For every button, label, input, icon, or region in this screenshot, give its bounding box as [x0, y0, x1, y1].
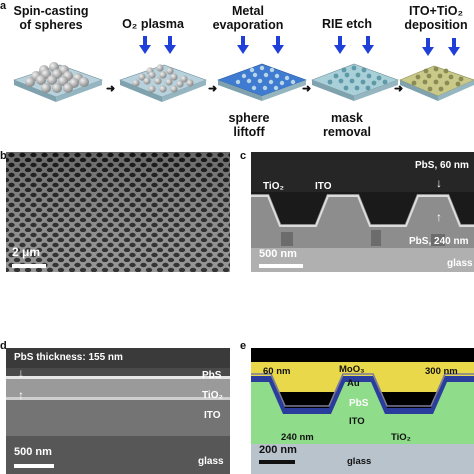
panel-d-ito-label: ITO	[204, 410, 221, 421]
hole-array	[6, 152, 230, 272]
panel-c-glass-label: glass	[447, 258, 473, 269]
panel-d-letter: d	[0, 340, 7, 352]
panel-c-sem: PbS, 60 nm TiO₂ ITO ↓ ↑ PbS, 240 nm glas…	[251, 152, 474, 272]
panel-e-glass-label: glass	[347, 456, 372, 467]
panel-e-pbs-label: PbS	[349, 398, 369, 409]
panel-d-pbs-label: PbS	[202, 370, 222, 381]
step-5-label: ITO+TiO₂ deposition	[404, 4, 468, 32]
panel-b-letter: b	[0, 150, 7, 162]
panel-d-arrow-up: ↑	[18, 388, 24, 402]
block-rie	[311, 36, 399, 101]
panel-e-scale-bar	[259, 460, 295, 464]
cross-section-c	[251, 152, 474, 272]
panel-c-arrow-down: ↓	[436, 176, 442, 190]
panel-d-scale-label: 500 nm	[14, 446, 52, 458]
panel-e-300nm-label: 300 nm	[425, 366, 458, 377]
panel-c-tio2-label: TiO₂	[263, 181, 284, 192]
panel-e-au-label: Au	[347, 378, 360, 389]
panel-a-letter: a	[0, 0, 7, 12]
panel-c-pbs240-label: PbS, 240 nm	[409, 236, 469, 247]
step-2-label: O₂ plasma	[122, 17, 184, 31]
panel-e-letter: e	[240, 340, 247, 352]
block-spin-cast	[13, 62, 103, 102]
panel-e-60nm-label: 60 nm	[263, 366, 291, 377]
svg-text:➜: ➜	[394, 83, 403, 95]
panel-e-scale-label: 200 nm	[259, 444, 297, 456]
sub-step-liftoff-label: sphere liftoff	[228, 111, 270, 139]
panel-e-moo3-label: MoO₃	[339, 364, 365, 375]
panel-b-scale-label: 2 μm	[12, 245, 41, 259]
device-schematic	[251, 348, 474, 474]
block-metal	[217, 36, 307, 101]
sub-step-mask-label: mask removal	[323, 111, 371, 139]
svg-text:➜: ➜	[208, 83, 217, 95]
svg-text:➜: ➜	[302, 83, 311, 95]
panel-b-scale-bar	[12, 264, 46, 268]
panel-e-ito-label: ITO	[349, 416, 365, 427]
panel-e-240nm-label: 240 nm	[281, 432, 314, 443]
panel-d-thickness-label: PbS thickness: 155 nm	[14, 352, 123, 363]
panel-d-sem: PbS thickness: 155 nm ↓ ↑ PbS TiO₂ ITO g…	[6, 348, 230, 474]
svg-text:➜: ➜	[106, 83, 115, 95]
panel-c-pbs60-label: PbS, 60 nm	[415, 160, 469, 171]
step-4-label: RIE etch	[321, 17, 372, 31]
panel-c-scale-bar	[259, 264, 303, 268]
panel-d-tio2-label: TiO₂	[202, 390, 223, 401]
panel-e-tio2-label: TiO₂	[391, 432, 411, 443]
panel-e-schematic: 60 nm MoO₃ Au 300 nm PbS 240 nm ITO TiO₂…	[251, 348, 474, 474]
panel-d-glass-label: glass	[198, 456, 224, 467]
process-diagram: ➜ ➜ ➜	[13, 36, 474, 102]
panel-b-sem: 2 μm	[6, 152, 230, 272]
panel-c-ito-label: ITO	[315, 181, 332, 192]
panel-c-arrow-up: ↑	[436, 210, 442, 224]
panel-c-scale-label: 500 nm	[259, 248, 297, 260]
block-plasma	[119, 36, 207, 102]
cross-section-d	[6, 348, 230, 474]
step-3-label: Metal evaporation	[212, 4, 284, 32]
block-deposition	[399, 38, 474, 101]
panel-c-letter: c	[240, 150, 247, 162]
step-1-label: Spin-casting of spheres	[13, 4, 89, 32]
panel-d-scale-bar	[14, 464, 54, 468]
panel-d-arrow-down: ↓	[18, 366, 24, 380]
